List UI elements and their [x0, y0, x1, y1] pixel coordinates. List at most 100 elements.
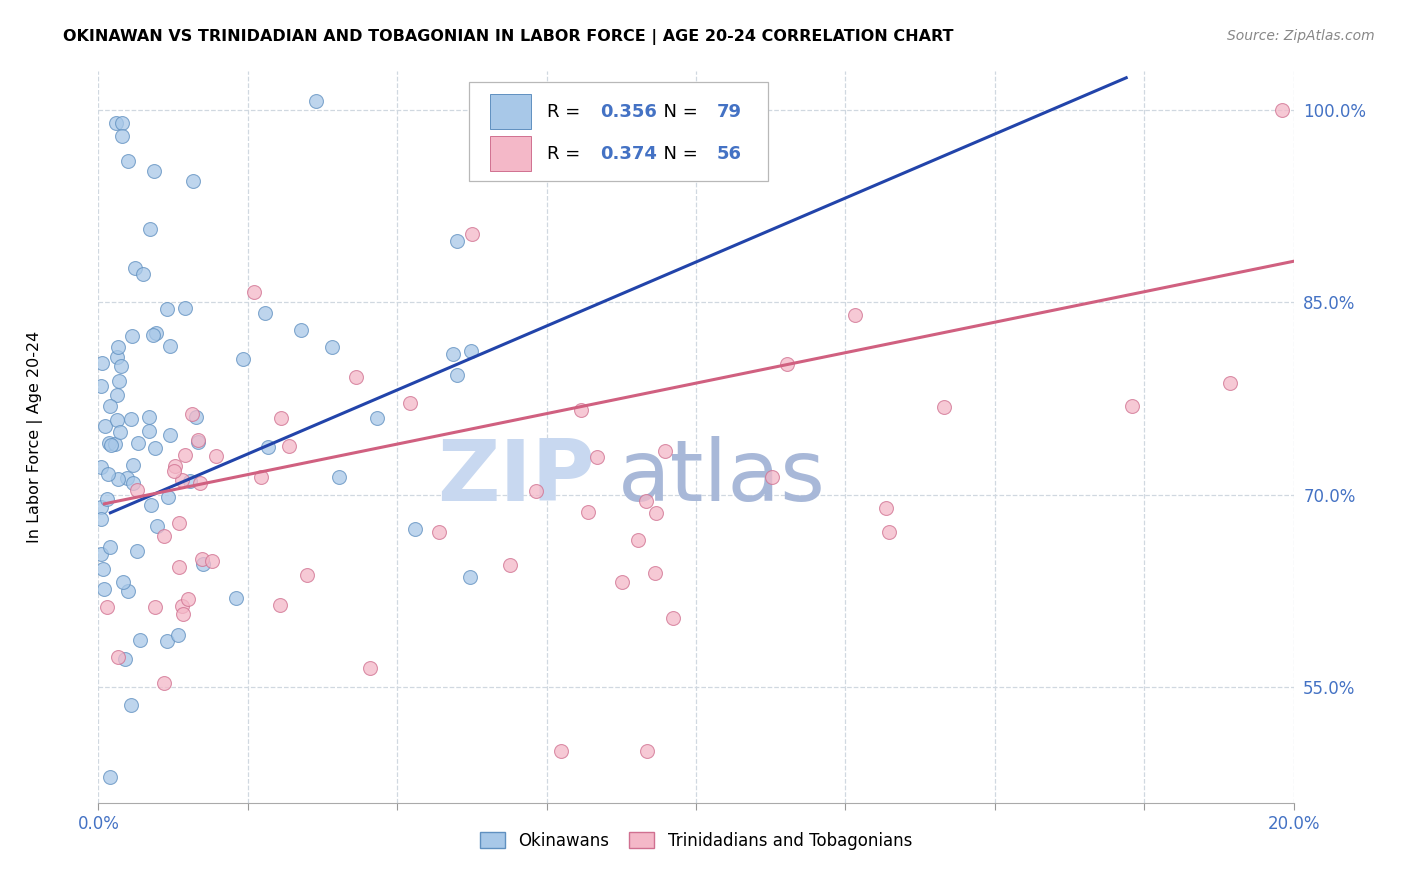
Point — [460, 227, 482, 241]
Point — [90, 356, 112, 370]
Point — [187, 435, 209, 450]
Point — [145, 326, 167, 340]
Point — [569, 402, 592, 417]
Point — [844, 309, 866, 323]
Point — [110, 359, 132, 374]
Point — [184, 409, 207, 424]
Point — [120, 698, 142, 712]
Point — [179, 474, 201, 488]
Point — [257, 441, 280, 455]
Point — [644, 566, 666, 580]
Point — [127, 436, 149, 450]
Point — [98, 435, 121, 450]
Point — [446, 368, 468, 383]
Point — [627, 533, 650, 547]
Point — [117, 154, 139, 169]
Point — [138, 410, 160, 425]
Point — [163, 464, 186, 478]
Point — [321, 340, 343, 354]
Point — [761, 470, 783, 484]
Point — [181, 407, 204, 421]
Point — [121, 329, 143, 343]
Point — [585, 450, 607, 464]
Point — [98, 540, 121, 554]
Point — [270, 411, 292, 425]
Point — [96, 492, 118, 507]
Point — [173, 301, 195, 315]
Point — [167, 516, 190, 530]
Point — [172, 607, 194, 621]
Point — [107, 472, 129, 486]
Point — [169, 560, 191, 574]
Text: ZIP: ZIP — [437, 436, 595, 519]
Point — [295, 568, 318, 582]
Text: R =: R = — [547, 145, 585, 162]
Point — [104, 437, 127, 451]
Legend: Okinawans, Trinidadians and Tobagonians: Okinawans, Trinidadians and Tobagonians — [474, 825, 918, 856]
Point — [152, 528, 174, 542]
Point — [97, 467, 120, 481]
Point — [1121, 399, 1143, 413]
Point — [269, 598, 291, 612]
Point — [550, 744, 572, 758]
Point — [155, 633, 177, 648]
Point — [141, 328, 163, 343]
Point — [159, 427, 181, 442]
Point — [96, 599, 118, 614]
Text: Source: ZipAtlas.com: Source: ZipAtlas.com — [1227, 29, 1375, 44]
Point — [344, 370, 367, 384]
Point — [427, 525, 450, 540]
Point — [163, 459, 186, 474]
Point — [90, 512, 112, 526]
Point — [100, 438, 122, 452]
Point — [776, 357, 799, 371]
Point — [232, 351, 254, 366]
Point — [131, 267, 153, 281]
FancyBboxPatch shape — [491, 94, 531, 129]
Point — [91, 562, 114, 576]
Point — [177, 591, 200, 606]
Point — [139, 222, 162, 236]
Point — [120, 412, 142, 426]
Point — [114, 651, 136, 665]
Point — [654, 444, 676, 458]
Point — [254, 306, 277, 320]
Point — [98, 770, 122, 784]
Text: 79: 79 — [716, 103, 741, 120]
Point — [90, 547, 112, 561]
Point — [143, 441, 166, 455]
Point — [121, 476, 143, 491]
Text: OKINAWAN VS TRINIDADIAN AND TOBAGONIAN IN LABOR FORCE | AGE 20-24 CORRELATION CH: OKINAWAN VS TRINIDADIAN AND TOBAGONIAN I… — [63, 29, 953, 45]
Point — [105, 413, 128, 427]
Point — [174, 448, 197, 462]
Point — [662, 611, 685, 625]
Point — [645, 506, 668, 520]
Point — [90, 500, 112, 515]
Point — [290, 323, 312, 337]
Point — [112, 575, 135, 590]
Text: N =: N = — [652, 145, 703, 162]
Point — [94, 418, 117, 433]
Point — [90, 459, 112, 474]
Point — [167, 628, 190, 642]
Point — [90, 379, 112, 393]
Point — [111, 128, 134, 143]
Text: 0.374: 0.374 — [600, 145, 657, 162]
Point — [204, 449, 226, 463]
Point — [110, 425, 132, 439]
Point — [398, 395, 420, 409]
Point — [404, 523, 426, 537]
Point — [634, 493, 657, 508]
Point — [172, 474, 194, 488]
Point — [328, 470, 350, 484]
Y-axis label: In Labor Force | Age 20-24: In Labor Force | Age 20-24 — [27, 331, 42, 543]
Point — [458, 570, 481, 584]
Text: R =: R = — [547, 103, 585, 120]
Point — [128, 633, 150, 648]
Point — [107, 340, 129, 354]
Point — [191, 557, 214, 571]
Point — [181, 174, 204, 188]
Point — [610, 574, 633, 589]
Point — [879, 525, 901, 540]
Point — [498, 558, 520, 572]
